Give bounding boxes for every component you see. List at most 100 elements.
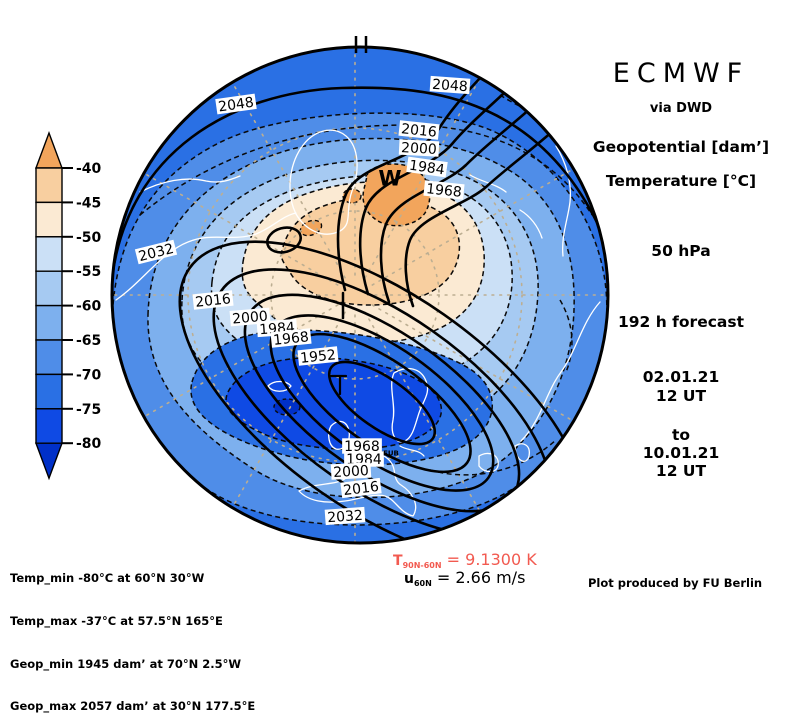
t-subscript: 90N-60N [402,561,442,570]
contour-label: 2048 [429,75,471,95]
contour-label-text: 2048 [432,77,469,95]
contour-label: 1968 [270,328,312,349]
contour-label-chip [398,120,440,140]
u-symbol: u [404,571,414,587]
contour-label-chip [134,239,178,265]
contour-label-chip [215,93,257,115]
contour-label-text: FUB [383,450,399,458]
contour-label-text: 1984 [408,158,446,179]
contour-label: 2032 [134,239,178,265]
graticule-meridian [364,67,487,279]
pressure-level: 50 hPa [651,242,711,260]
coastline-iceland [267,380,292,392]
contour-label-chip [423,180,465,200]
coastline-black-sea [478,452,499,473]
contour-label: 1952 [297,346,339,367]
field-temperature: Temperature [°C] [605,172,757,190]
coastline-baltic [399,445,425,457]
trough-hook [329,374,348,396]
coastline-north-america [115,212,297,301]
contour-label: W [378,167,401,191]
graticule-meridian [223,67,346,279]
contour-label-chip [429,75,471,95]
credit-line: Plot produced by FU Berlin [588,576,763,590]
colorbar-segment [35,270,63,307]
graticule-meridian [364,311,487,523]
time-to: 12 UT [655,462,707,480]
colorbar-segment [35,167,63,204]
contour-label-text: 2016 [400,121,437,141]
contour-label-text: 2000 [401,140,437,158]
contour-label: 1968 [423,180,465,201]
colorbar-segment [35,408,63,444]
colorbar-tick-label: -60 [76,299,102,315]
contour-label: 2016 [340,477,382,499]
colorbar-segment [35,373,63,410]
contour-label-text: 2032 [327,508,364,526]
cold-core-minus75-80 [225,356,442,450]
zonal-wind-index: u60N = 2.66 m/s [404,568,525,588]
colorbar-tick-label: -65 [76,333,101,349]
temp-contour [559,299,573,373]
u-subscript: 60N [413,579,432,588]
colorbar: -40 -45 -50 -55 -60 -65 -70 -75 -80 [34,130,102,481]
coastline-alaska [139,175,241,193]
contour-label-chip [340,477,382,499]
temp-min-line: Temp_min -80°C at 60°N 30°W [10,571,205,586]
colorbar-tick-label: -50 [76,230,102,246]
contour-label-text: 2016 [342,479,379,499]
contour-label-layer: 2048204820162000198419682032201620001984… [134,75,471,526]
contour-label: 2000 [398,139,440,158]
temp-max-line: Temp_max -37°C at 57.5°N 165°E [10,614,223,629]
geop-min-line: Geop_min 1945 dam’ at 70°N 2.5°W [10,656,242,671]
colorbar-tick-label: -55 [76,264,101,280]
contour-label: 1984 [406,156,448,179]
colorbar-segment [35,304,63,341]
polar-map [112,47,608,543]
colorbar-segment [35,339,63,376]
source-title: ECMWF [612,58,750,89]
contour-label: 2016 [398,120,440,141]
contour-label-chip [330,462,372,480]
colorbar-arrow-bottom [34,442,64,481]
contour-label-chip [270,328,312,348]
u-value: = 2.66 m/s [436,568,526,587]
graticule-circle [187,127,523,463]
extremes-block: Temp_min -80°C at 60°N 30°W Temp_max -37… [10,543,255,728]
graticule-meridian [127,304,339,427]
colorbar-arrow-top [34,130,64,169]
coastline-asia [520,301,601,442]
contour-1968-ridge [404,110,576,308]
contour-label: 2016 [192,290,234,311]
date-line-ticks [354,36,368,53]
date-to: 10.01.21 [642,444,720,462]
contour-1952 [327,360,437,446]
contour-label-chip [297,346,339,366]
contour-label-text: 1968 [273,329,310,349]
coastline-caspian [514,443,530,462]
contour-2048 [112,86,608,280]
forecast-range: 192 h forecast [617,313,744,331]
graticule [112,47,608,543]
colorbar-tick-label: -70 [76,367,102,383]
contour-label-text: 2000 [333,463,369,481]
colorbar-segment [35,236,63,272]
t-symbol: T [393,553,403,569]
contour-label: FUB [383,450,399,458]
date-from: 02.01.21 [642,368,720,386]
contour-label-text: 1968 [425,181,462,201]
graticule-meridian [371,304,583,427]
map-boundary [110,45,610,545]
time-from: 12 UT [655,387,707,405]
source-via: via DWD [649,101,713,116]
graticule-meridian [127,163,339,286]
contour-label-chip [192,290,234,310]
colorbar-segment [35,201,63,238]
contour-label-text: 1952 [300,347,337,367]
contour-label-chip [324,506,366,526]
temperature-gradient-index: T90N-60N = 9.1300 K [393,550,537,570]
contour-label-chip [344,451,384,467]
coastline-scandinavia [391,367,429,443]
colorbar-tick-label: -75 [76,402,101,418]
colorbar-tick-label: -80 [76,436,102,452]
